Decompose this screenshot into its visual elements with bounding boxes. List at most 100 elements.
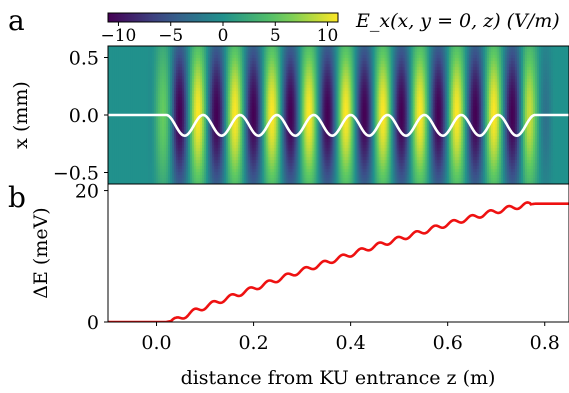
heatmap-cell [148, 130, 151, 134]
heatmap-cell [110, 73, 113, 77]
heatmap-cell [252, 91, 255, 95]
heatmap-cell [176, 103, 179, 107]
heatmap-cell [250, 88, 253, 92]
heatmap-cell [240, 76, 243, 80]
heatmap-cell [256, 70, 259, 74]
heatmap-cell [252, 64, 255, 68]
heatmap-cell [174, 49, 177, 53]
heatmap-cell [290, 142, 293, 146]
heatmap-cell [154, 124, 157, 128]
heatmap-cell [300, 97, 304, 101]
heatmap-cell [120, 136, 123, 140]
heatmap-cell [130, 154, 133, 158]
heatmap-cell [140, 145, 143, 149]
heatmap-cell [164, 127, 167, 131]
heatmap-cell [162, 67, 165, 71]
heatmap-cell [156, 157, 159, 161]
heatmap-cell [218, 157, 221, 161]
heatmap-cell [242, 46, 245, 50]
heatmap-cell [198, 103, 201, 107]
heatmap-cell [256, 91, 259, 95]
heatmap-cell [144, 109, 147, 113]
heatmap-cell [200, 67, 203, 71]
heatmap-cell [126, 46, 129, 50]
heatmap-cell [256, 178, 259, 182]
heatmap-cell [252, 127, 255, 131]
heatmap-cell [304, 109, 308, 113]
heatmap-cell [262, 52, 265, 56]
heatmap-cell [300, 70, 304, 74]
heatmap-cell [272, 97, 275, 101]
heatmap-cell [190, 124, 193, 128]
heatmap-cell [190, 106, 193, 110]
heatmap-cell [202, 76, 205, 80]
heatmap-cell [322, 91, 326, 95]
heatmap-cell [280, 79, 283, 83]
heatmap-cell [306, 52, 310, 56]
heatmap-cell [122, 79, 125, 83]
heatmap-cell [220, 103, 223, 107]
heatmap-cell [314, 151, 318, 155]
heatmap-cell [296, 121, 300, 125]
heatmap-cell [270, 61, 273, 65]
heatmap-cell [132, 73, 135, 77]
heatmap-cell [304, 151, 308, 155]
heatmap-cell [214, 70, 217, 74]
heatmap-cell [292, 142, 295, 146]
heatmap-cell [188, 49, 191, 53]
heatmap-cell [164, 109, 167, 113]
heatmap-cell [286, 166, 289, 170]
heatmap-cell [286, 73, 289, 77]
heatmap-cell [252, 88, 255, 92]
heatmap-cell [308, 139, 312, 143]
heatmap-cell [210, 103, 213, 107]
heatmap-cell [174, 88, 177, 92]
heatmap-cell [180, 76, 183, 80]
heatmap-cell [260, 139, 263, 143]
heatmap-cell [136, 46, 139, 50]
heatmap-cell [144, 139, 147, 143]
heatmap-cell [288, 127, 291, 131]
heatmap-cell [302, 115, 306, 119]
heatmap-cell [114, 118, 117, 122]
heatmap-cell [192, 79, 195, 83]
heatmap-cell [250, 100, 253, 104]
heatmap-cell [184, 175, 187, 179]
heatmap-cell [286, 121, 289, 125]
heatmap-cell [296, 64, 300, 68]
heatmap-cell [294, 121, 297, 125]
heatmap-cell [176, 46, 179, 50]
heatmap-cell [280, 103, 283, 107]
heatmap-cell [168, 112, 171, 116]
heatmap-cell [176, 64, 179, 68]
heatmap-cell [248, 91, 251, 95]
heatmap-cell [280, 151, 283, 155]
heatmap-cell [158, 94, 161, 98]
heatmap-cell [200, 58, 203, 62]
heatmap-cell [252, 142, 255, 146]
heatmap-cell [210, 118, 213, 122]
heatmap-cell [190, 118, 193, 122]
heatmap-cell [288, 166, 291, 170]
heatmap-cell [248, 169, 251, 173]
heatmap-cell [220, 58, 223, 62]
heatmap-cell [216, 157, 219, 161]
heatmap-cell [164, 145, 167, 149]
heatmap-cell [142, 160, 145, 164]
heatmap-cell [186, 169, 189, 173]
heatmap-cell [270, 127, 273, 131]
heatmap-cell [272, 163, 275, 167]
heatmap-cell [130, 85, 133, 89]
heatmap-cell [156, 160, 159, 164]
heatmap-cell [254, 121, 257, 125]
heatmap-cell [240, 139, 243, 143]
heatmap-cell [210, 67, 213, 71]
heatmap-cell [218, 163, 221, 167]
heatmap-cell [172, 133, 175, 137]
heatmap-cell [210, 49, 213, 53]
heatmap-cell [194, 55, 197, 59]
heatmap-cell [222, 151, 225, 155]
heatmap-cell [306, 157, 310, 161]
heatmap-cell [298, 82, 302, 86]
heatmap-cell [254, 73, 257, 77]
